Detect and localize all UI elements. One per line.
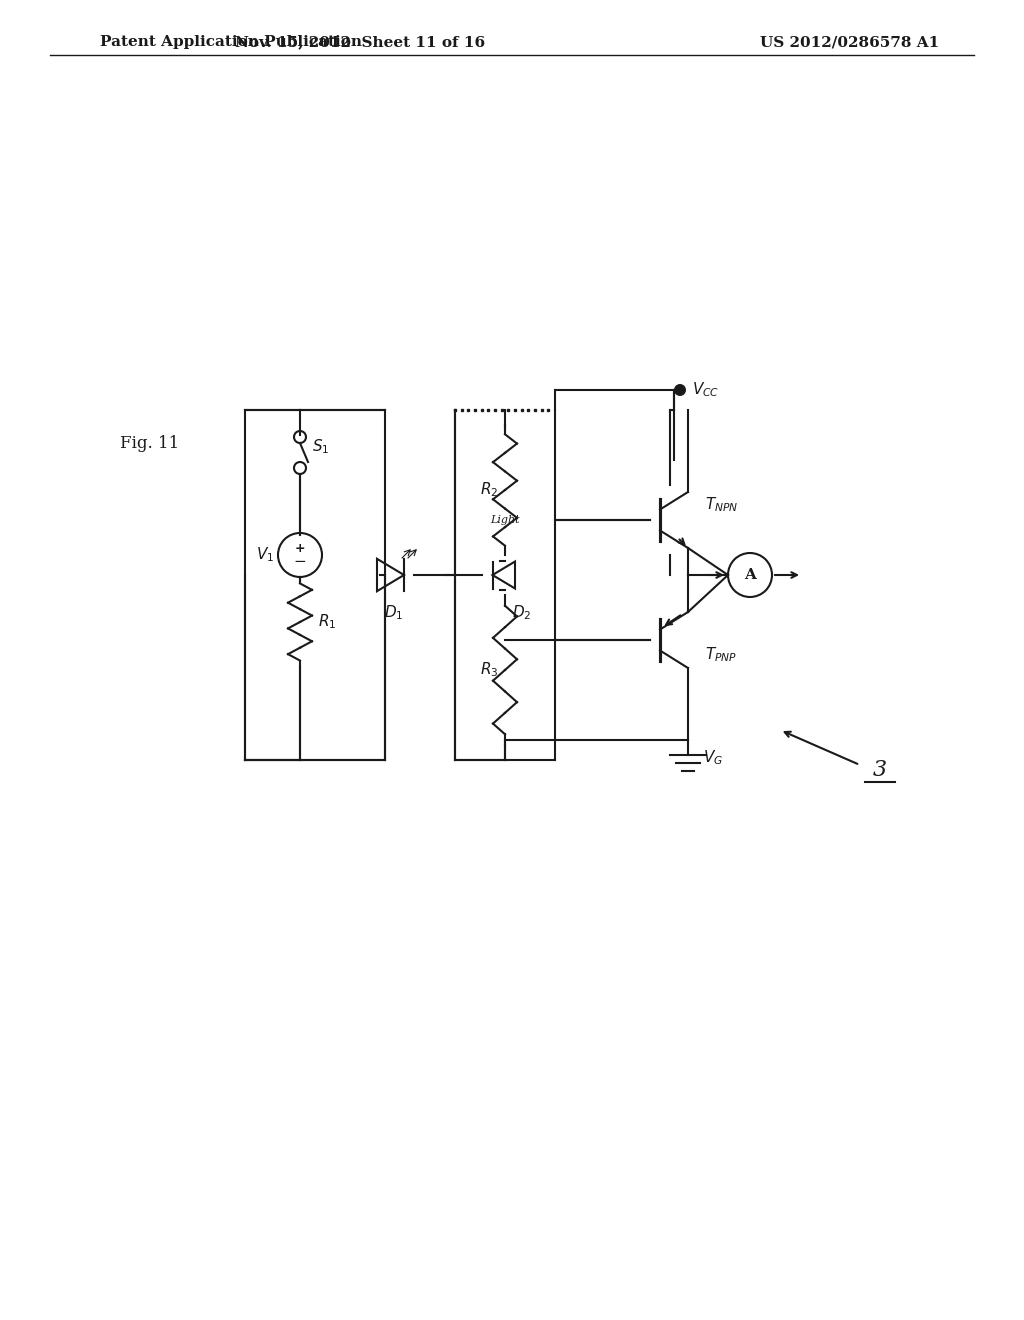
Text: $S_1$: $S_1$ <box>312 438 330 457</box>
Text: 3: 3 <box>872 759 887 781</box>
Text: $V_1$: $V_1$ <box>256 545 274 565</box>
Text: $R_2$: $R_2$ <box>480 480 499 499</box>
Text: $V_{CC}$: $V_{CC}$ <box>692 380 719 400</box>
Text: Fig. 11: Fig. 11 <box>120 436 179 451</box>
Text: $D_2$: $D_2$ <box>512 603 531 622</box>
Circle shape <box>674 384 686 396</box>
Text: $V_G$: $V_G$ <box>703 748 723 767</box>
Text: Patent Application Publication: Patent Application Publication <box>100 36 362 49</box>
Text: $D_1$: $D_1$ <box>384 603 403 622</box>
Text: $T_{NPN}$: $T_{NPN}$ <box>705 495 738 515</box>
Text: −: − <box>294 554 306 569</box>
Text: A: A <box>744 568 756 582</box>
Text: $R_1$: $R_1$ <box>318 612 336 631</box>
Text: US 2012/0286578 A1: US 2012/0286578 A1 <box>761 36 940 49</box>
Text: $R_3$: $R_3$ <box>480 660 499 680</box>
Text: +: + <box>295 543 305 556</box>
Text: $T_{PNP}$: $T_{PNP}$ <box>705 645 737 664</box>
Text: Light: Light <box>490 515 520 525</box>
Text: Nov. 15, 2012  Sheet 11 of 16: Nov. 15, 2012 Sheet 11 of 16 <box>234 36 485 49</box>
